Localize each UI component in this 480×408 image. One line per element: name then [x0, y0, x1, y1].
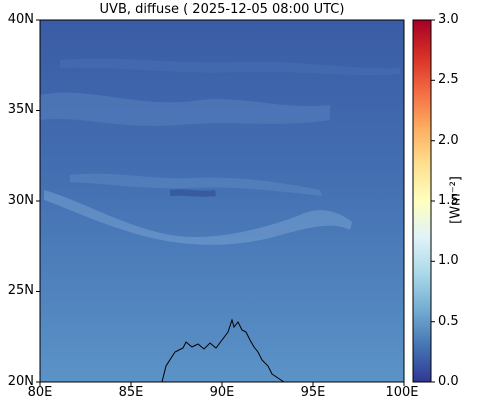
- lon-label-95e: 95E: [300, 385, 326, 400]
- colorbar-tick-2-0: 2.0: [438, 133, 459, 148]
- lon-label-90e: 90E: [209, 385, 235, 400]
- colorbar-tick-0-5: 0.5: [438, 314, 459, 329]
- lon-label-100e: 100E: [385, 385, 419, 400]
- map-title: UVB, diffuse ( 2025-12-05 08:00 UTC): [99, 2, 345, 17]
- colorbar-tick-1-5: 1.5: [438, 193, 459, 208]
- lat-label-30n: 30N: [7, 193, 34, 208]
- lat-tick-marks: [36, 19, 40, 383]
- colorbar-tick-3-0: 3.0: [438, 12, 459, 27]
- lon-label-85e: 85E: [118, 385, 144, 400]
- uvb-field: [40, 20, 404, 382]
- colorbar-tick-marks: [431, 19, 435, 383]
- colorbar-label: [Wm⁻²]: [448, 176, 464, 224]
- lat-label-35n: 35N: [7, 102, 34, 117]
- coastline: [161, 318, 285, 383]
- colorbar: [412, 19, 432, 383]
- lon-label-80e: 80E: [27, 385, 53, 400]
- lat-label-25n: 25N: [7, 283, 34, 298]
- colorbar-tick-0-0: 0.0: [438, 374, 459, 389]
- lat-label-40n: 40N: [7, 12, 34, 27]
- colorbar-tick-2-5: 2.5: [438, 72, 459, 87]
- lat-label-20n: 20N: [7, 374, 34, 389]
- lon-tick-marks: [39, 382, 405, 386]
- colorbar-tick-1-0: 1.0: [438, 253, 459, 268]
